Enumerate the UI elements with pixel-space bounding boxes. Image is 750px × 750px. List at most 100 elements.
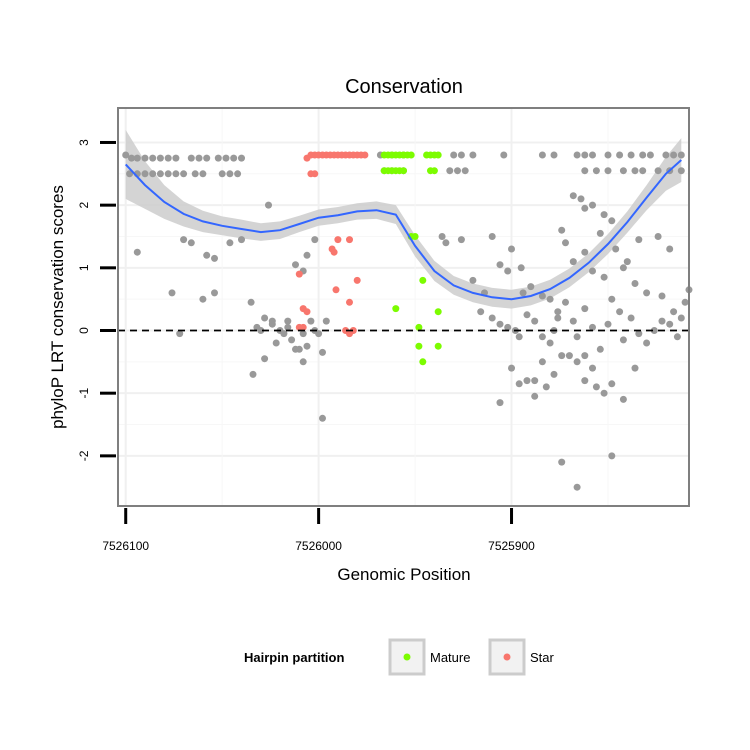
point-other (627, 151, 635, 159)
point-star (299, 323, 307, 331)
y-tick-label: 0 (77, 327, 91, 334)
point-other (608, 295, 616, 303)
point-other (581, 305, 589, 313)
x-axis: 7526100 7526000 7525900 (102, 508, 535, 553)
point-star (353, 276, 361, 284)
point-other (592, 383, 600, 391)
x-tick-label: 7526100 (102, 539, 149, 553)
point-other (604, 320, 612, 328)
point-other (562, 239, 569, 247)
point-other (577, 195, 585, 203)
point-other (558, 226, 566, 234)
point-other (168, 289, 176, 297)
point-other (558, 352, 566, 360)
point-other (538, 151, 546, 159)
point-other (500, 151, 508, 159)
point-other (226, 239, 234, 247)
legend-swatch-mature (403, 653, 411, 661)
point-star (330, 248, 338, 256)
point-other (288, 336, 296, 344)
point-other (180, 170, 188, 178)
point-other (654, 167, 662, 175)
point-other (639, 167, 647, 175)
point-other (319, 348, 326, 356)
point-other (646, 151, 654, 159)
smooth-line (124, 159, 682, 301)
point-other (635, 330, 643, 338)
point-other (531, 377, 539, 385)
point-other (446, 167, 454, 175)
point-other (303, 342, 311, 350)
point-other (238, 236, 245, 244)
point-other (600, 273, 608, 281)
point-star (334, 236, 342, 244)
point-other (573, 483, 581, 491)
point-other (249, 370, 257, 378)
point-other (677, 151, 685, 159)
point-other (666, 320, 674, 328)
point-other (600, 211, 608, 219)
point-other (569, 317, 577, 325)
point-other (619, 167, 627, 175)
point-other (133, 154, 141, 162)
point-other (299, 330, 307, 338)
y-tick-label: 3 (77, 139, 91, 146)
point-other (126, 170, 134, 178)
point-other (122, 151, 130, 159)
y-axis-title: phyloP LRT conservation scores (48, 185, 67, 429)
point-other (650, 327, 658, 334)
point-other (608, 452, 616, 460)
point-mature (400, 167, 407, 175)
point-mature (407, 151, 415, 159)
point-other (261, 355, 269, 363)
point-other (658, 317, 666, 325)
point-other (589, 323, 596, 331)
legend-label-mature: Mature (430, 650, 470, 665)
point-other (508, 364, 515, 372)
point-other (608, 217, 616, 225)
point-star (303, 308, 311, 316)
point-other (450, 151, 458, 159)
y-tick-label: -1 (77, 388, 91, 399)
point-other (517, 264, 525, 272)
y-tick-label: -2 (77, 450, 91, 461)
point-other (592, 167, 600, 175)
point-star (332, 286, 340, 294)
legend-label-star: Star (530, 650, 555, 665)
point-other (619, 336, 627, 344)
point-other (164, 170, 172, 178)
point-star (311, 170, 319, 178)
point-other (315, 330, 323, 338)
point-star (346, 236, 353, 244)
point-mature (430, 167, 438, 175)
point-other (569, 258, 577, 266)
point-other (284, 317, 292, 325)
point-other (128, 154, 135, 162)
point-other (508, 245, 515, 253)
point-other (199, 295, 207, 303)
point-other (677, 314, 685, 322)
y-tick-label: 1 (77, 264, 91, 271)
chart-title: Conservation (345, 76, 463, 98)
point-other (523, 311, 531, 319)
point-other (616, 151, 624, 159)
point-other (681, 298, 689, 306)
point-star (361, 151, 369, 159)
plot-panel (118, 108, 689, 506)
x-tick-label: 7525900 (488, 539, 535, 553)
point-other (454, 167, 461, 175)
legend: Hairpin partition Mature Star (244, 638, 555, 676)
point-other (214, 154, 222, 162)
point-other (292, 345, 299, 353)
point-other (203, 154, 211, 162)
point-other (211, 289, 218, 297)
point-other (631, 167, 639, 175)
point-other (662, 151, 670, 159)
point-other (218, 170, 226, 178)
point-other (604, 167, 612, 175)
point-other (141, 154, 149, 162)
point-other (616, 308, 624, 316)
point-other (596, 229, 604, 237)
point-other (211, 254, 218, 262)
point-other (496, 399, 504, 407)
